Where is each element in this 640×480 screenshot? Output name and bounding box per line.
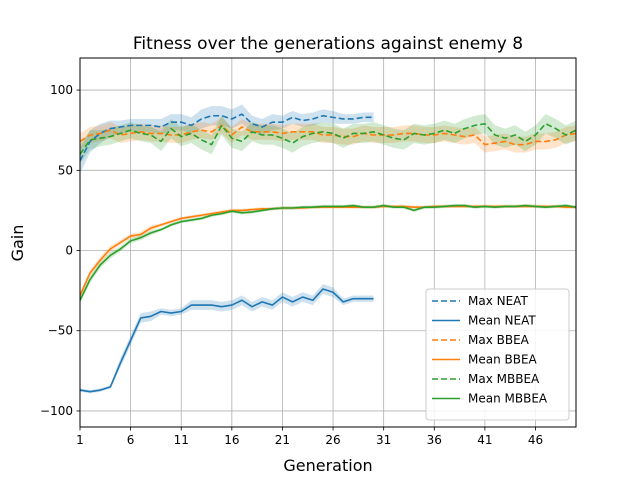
legend: Max NEAT Mean NEAT Max BBEA Mean BBEA Max MB… xyxy=(425,288,570,421)
x-tick-label: 41 xyxy=(477,433,492,447)
legend-label: Max MBBEA xyxy=(468,372,540,386)
series-line-max-bbea xyxy=(79,124,577,146)
x-tick-label: 36 xyxy=(427,433,442,447)
x-axis-label: Generation xyxy=(283,456,372,475)
legend-box xyxy=(425,288,570,421)
band-mean-neat xyxy=(80,284,374,394)
y-tick-label: 0 xyxy=(65,244,73,258)
y-axis-label: Gain xyxy=(8,225,27,262)
y-tick-label: 100 xyxy=(50,83,73,97)
legend-label: Max NEAT xyxy=(468,294,528,308)
x-tick-label: 31 xyxy=(376,433,391,447)
x-tick-label: 46 xyxy=(528,433,543,447)
x-tick-label: 21 xyxy=(275,433,290,447)
band-max-neat xyxy=(80,104,374,174)
series-line-mean-mbbea xyxy=(79,204,577,301)
series-lines xyxy=(79,113,577,393)
x-tick-label: 16 xyxy=(224,433,239,447)
y-axis-ticks: −100 −50 0 50 100 xyxy=(40,83,80,418)
series-line-max-neat xyxy=(79,113,374,162)
y-tick-label: −100 xyxy=(40,404,73,418)
y-tick-label: 50 xyxy=(58,163,73,177)
grid xyxy=(79,58,576,427)
x-axis-ticks: 1 6 11 16 21 26 31 36 41 46 xyxy=(76,427,543,447)
legend-label: Max BBEA xyxy=(468,333,530,347)
chart-title: Fitness over the generations against ene… xyxy=(133,34,523,54)
x-tick-label: 1 xyxy=(76,433,84,447)
band-mean-bbea xyxy=(80,204,576,299)
series-line-mean-neat xyxy=(79,288,374,393)
legend-label: Mean NEAT xyxy=(468,314,536,328)
band-max-mbbea xyxy=(80,114,576,164)
y-tick-label: −50 xyxy=(48,324,73,338)
legend-label: Mean MBBEA xyxy=(468,392,548,406)
x-tick-label: 26 xyxy=(325,433,340,447)
legend-label: Mean BBEA xyxy=(468,353,538,367)
x-tick-label: 6 xyxy=(127,433,135,447)
series-line-max-mbbea xyxy=(79,122,577,155)
x-tick-label: 11 xyxy=(174,433,189,447)
plot-frame xyxy=(79,57,577,428)
